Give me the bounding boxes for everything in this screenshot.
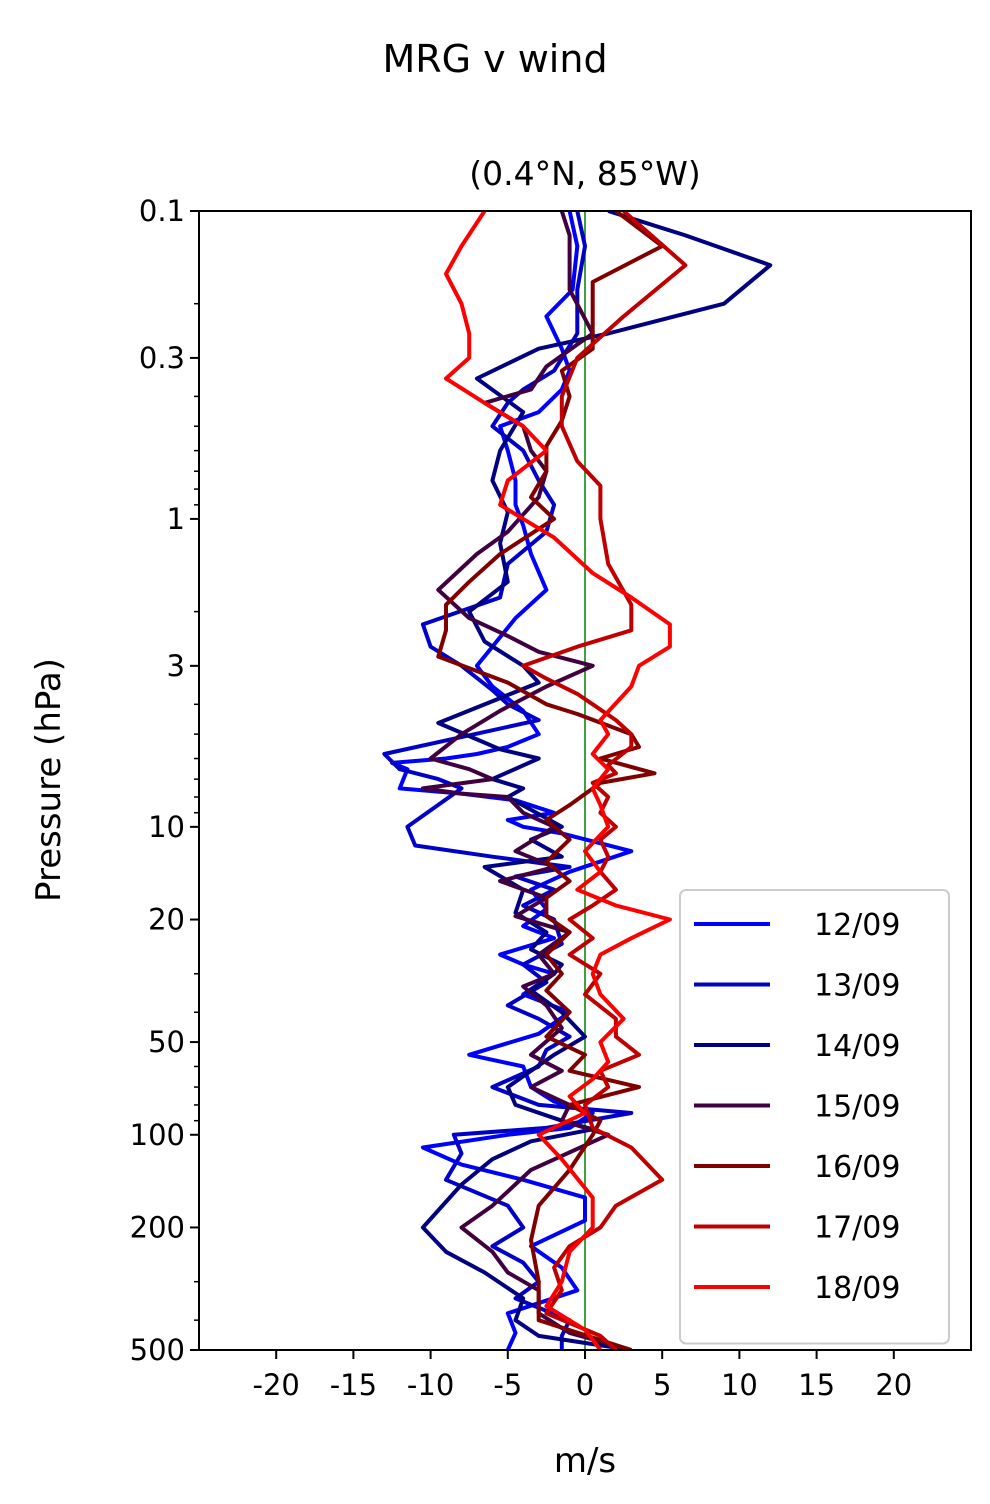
y-tick-label: 50 [148, 1025, 185, 1059]
series-line-14-09 [420, 211, 773, 1350]
legend-label: 15/09 [814, 1090, 900, 1125]
axes-title: (0.4°N, 85°W) [469, 154, 701, 193]
series-layer [382, 211, 773, 1350]
y-tick-label: 1 [167, 502, 185, 536]
x-tick-label: 20 [875, 1368, 912, 1402]
plot-frame [198, 210, 972, 1351]
legend: 12/09 13/09 14/09 15/09 16/09 17/09 18/09 [679, 889, 950, 1345]
y-tick-label: 0.3 [139, 341, 185, 375]
y-tick-label: 3 [167, 649, 185, 683]
y-tick-label: 0.1 [139, 194, 185, 228]
x-tick-label: -20 [253, 1368, 300, 1402]
legend-label: 18/09 [814, 1271, 900, 1306]
legend-label: 12/09 [814, 908, 900, 943]
legend-box [679, 889, 950, 1345]
legend-label: 13/09 [814, 969, 900, 1004]
figure-title: MRG v wind [382, 37, 607, 81]
legend-label: 16/09 [814, 1150, 900, 1185]
y-tick-label: 20 [148, 903, 185, 937]
y-tick-label: 100 [130, 1118, 185, 1152]
x-axis-ticks: -20 -15 -10 -5 0 5 10 15 20 [253, 1350, 912, 1402]
x-tick-label: -5 [493, 1368, 522, 1402]
y-axis-label: Pressure (hPa) [29, 658, 69, 902]
y-axis-ticks: 0.1 0.3 1 3 10 20 50 100 200 500 [130, 194, 199, 1367]
x-tick-label: 15 [798, 1368, 835, 1402]
x-tick-label: -15 [330, 1368, 377, 1402]
series-line-17-09 [521, 211, 688, 1350]
x-tick-label: 10 [721, 1368, 758, 1402]
x-tick-label: 0 [576, 1368, 594, 1402]
x-tick-label: 5 [653, 1368, 671, 1402]
series-line-18-09 [444, 211, 672, 1350]
y-tick-label: 200 [130, 1210, 185, 1244]
legend-label: 17/09 [814, 1211, 900, 1246]
y-tick-label: 500 [130, 1333, 185, 1367]
series-line-12-09 [390, 211, 634, 1350]
y-tick-label: 10 [148, 810, 185, 844]
legend-label: 14/09 [814, 1029, 900, 1064]
x-axis-label: m/s [554, 1441, 616, 1481]
x-tick-label: -10 [407, 1368, 454, 1402]
